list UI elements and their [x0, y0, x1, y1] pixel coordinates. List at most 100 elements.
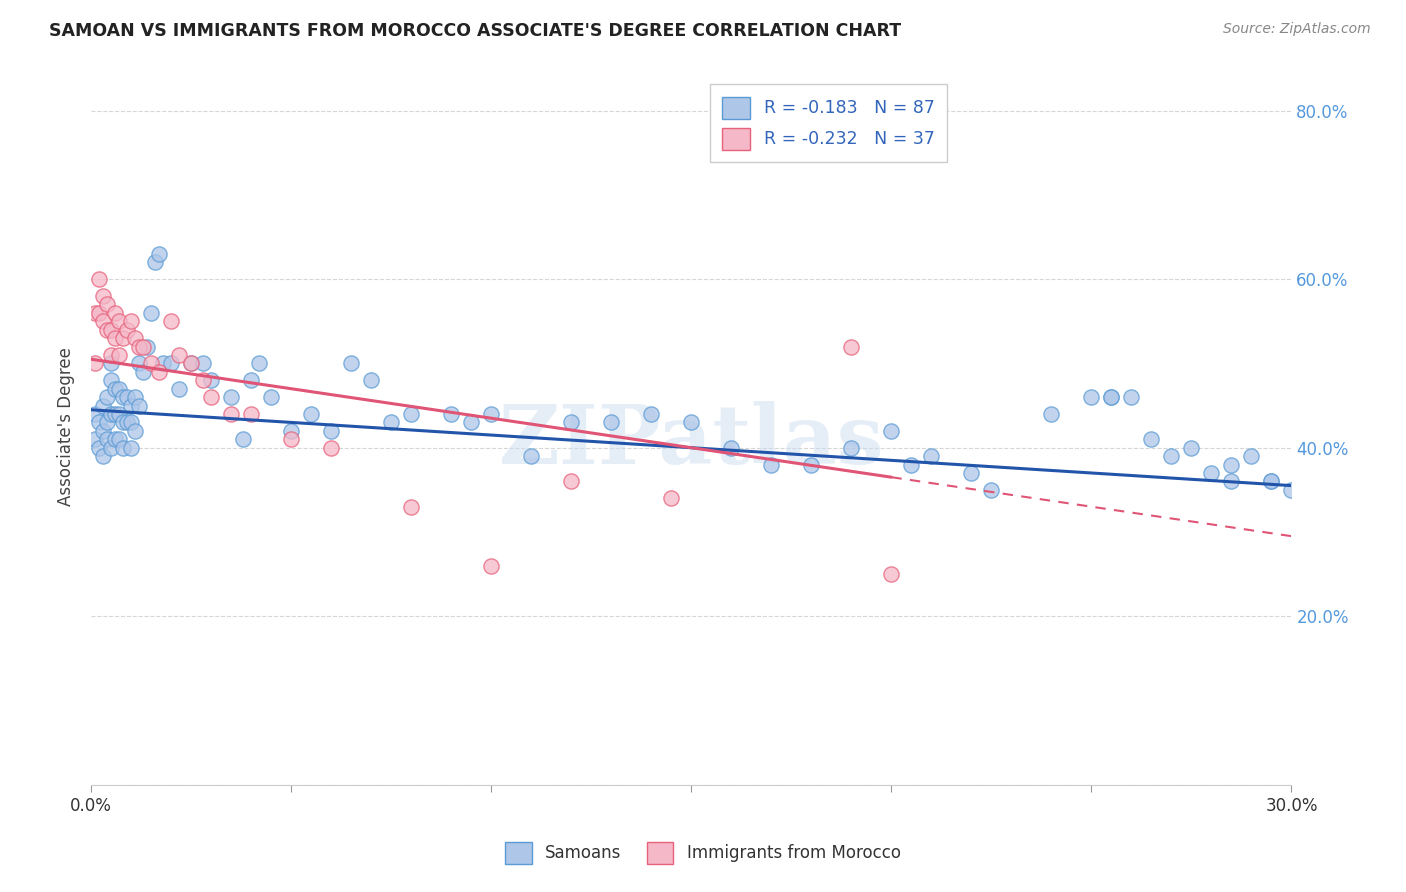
- Text: SAMOAN VS IMMIGRANTS FROM MOROCCO ASSOCIATE'S DEGREE CORRELATION CHART: SAMOAN VS IMMIGRANTS FROM MOROCCO ASSOCI…: [49, 22, 901, 40]
- Point: [247, 356, 270, 370]
- Point: [880, 567, 903, 582]
- Point: [841, 340, 863, 354]
- Point: [104, 407, 127, 421]
- Point: [232, 432, 254, 446]
- Point: [1080, 390, 1102, 404]
- Point: [112, 390, 135, 404]
- Point: [219, 407, 242, 421]
- Point: [115, 416, 138, 430]
- Point: [479, 407, 502, 421]
- Point: [148, 365, 170, 379]
- Point: [84, 432, 107, 446]
- Point: [321, 441, 343, 455]
- Point: [104, 382, 127, 396]
- Point: [280, 424, 302, 438]
- Point: [89, 441, 111, 455]
- Point: [1099, 390, 1122, 404]
- Point: [900, 458, 922, 472]
- Point: [128, 340, 150, 354]
- Text: ZIPatlas: ZIPatlas: [499, 401, 884, 481]
- Point: [640, 407, 662, 421]
- Point: [91, 314, 114, 328]
- Point: [120, 314, 142, 328]
- Point: [96, 323, 118, 337]
- Point: [1201, 466, 1223, 480]
- Point: [84, 407, 107, 421]
- Point: [91, 449, 114, 463]
- Point: [100, 348, 122, 362]
- Point: [479, 558, 502, 573]
- Point: [160, 356, 183, 370]
- Point: [100, 323, 122, 337]
- Point: [124, 390, 146, 404]
- Point: [96, 416, 118, 430]
- Point: [89, 416, 111, 430]
- Point: [193, 373, 215, 387]
- Point: [96, 390, 118, 404]
- Point: [132, 365, 155, 379]
- Point: [219, 390, 242, 404]
- Point: [1040, 407, 1063, 421]
- Point: [321, 424, 343, 438]
- Point: [108, 314, 131, 328]
- Point: [299, 407, 322, 421]
- Point: [1220, 475, 1243, 489]
- Point: [84, 356, 107, 370]
- Point: [128, 399, 150, 413]
- Point: [800, 458, 823, 472]
- Point: [1220, 458, 1243, 472]
- Point: [141, 306, 163, 320]
- Point: [720, 441, 742, 455]
- Point: [91, 289, 114, 303]
- Point: [980, 483, 1002, 497]
- Point: [108, 407, 131, 421]
- Point: [180, 356, 202, 370]
- Point: [100, 407, 122, 421]
- Point: [260, 390, 283, 404]
- Point: [460, 416, 482, 430]
- Point: [108, 348, 131, 362]
- Point: [104, 331, 127, 345]
- Point: [681, 416, 703, 430]
- Point: [193, 356, 215, 370]
- Point: [200, 373, 222, 387]
- Point: [160, 314, 183, 328]
- Point: [112, 331, 135, 345]
- Point: [841, 441, 863, 455]
- Point: [108, 432, 131, 446]
- Point: [1140, 432, 1163, 446]
- Point: [96, 432, 118, 446]
- Point: [120, 399, 142, 413]
- Point: [152, 356, 174, 370]
- Point: [91, 424, 114, 438]
- Point: [560, 475, 582, 489]
- Point: [167, 382, 190, 396]
- Point: [240, 407, 263, 421]
- Point: [1260, 475, 1282, 489]
- Point: [104, 432, 127, 446]
- Point: [84, 306, 107, 320]
- Point: [761, 458, 783, 472]
- Point: [960, 466, 983, 480]
- Point: [108, 382, 131, 396]
- Point: [89, 306, 111, 320]
- Point: [399, 500, 422, 514]
- Point: [96, 297, 118, 311]
- Point: [380, 416, 402, 430]
- Legend: Samoans, Immigrants from Morocco: Samoans, Immigrants from Morocco: [499, 836, 907, 871]
- Point: [167, 348, 190, 362]
- Point: [1180, 441, 1202, 455]
- Point: [1160, 449, 1182, 463]
- Point: [440, 407, 463, 421]
- Point: [132, 340, 155, 354]
- Point: [104, 306, 127, 320]
- Point: [1099, 390, 1122, 404]
- Point: [120, 441, 142, 455]
- Point: [1260, 475, 1282, 489]
- Point: [920, 449, 942, 463]
- Point: [240, 373, 263, 387]
- Point: [200, 390, 222, 404]
- Point: [115, 323, 138, 337]
- Point: [115, 390, 138, 404]
- Legend: R = -0.183   N = 87, R = -0.232   N = 37: R = -0.183 N = 87, R = -0.232 N = 37: [710, 85, 946, 162]
